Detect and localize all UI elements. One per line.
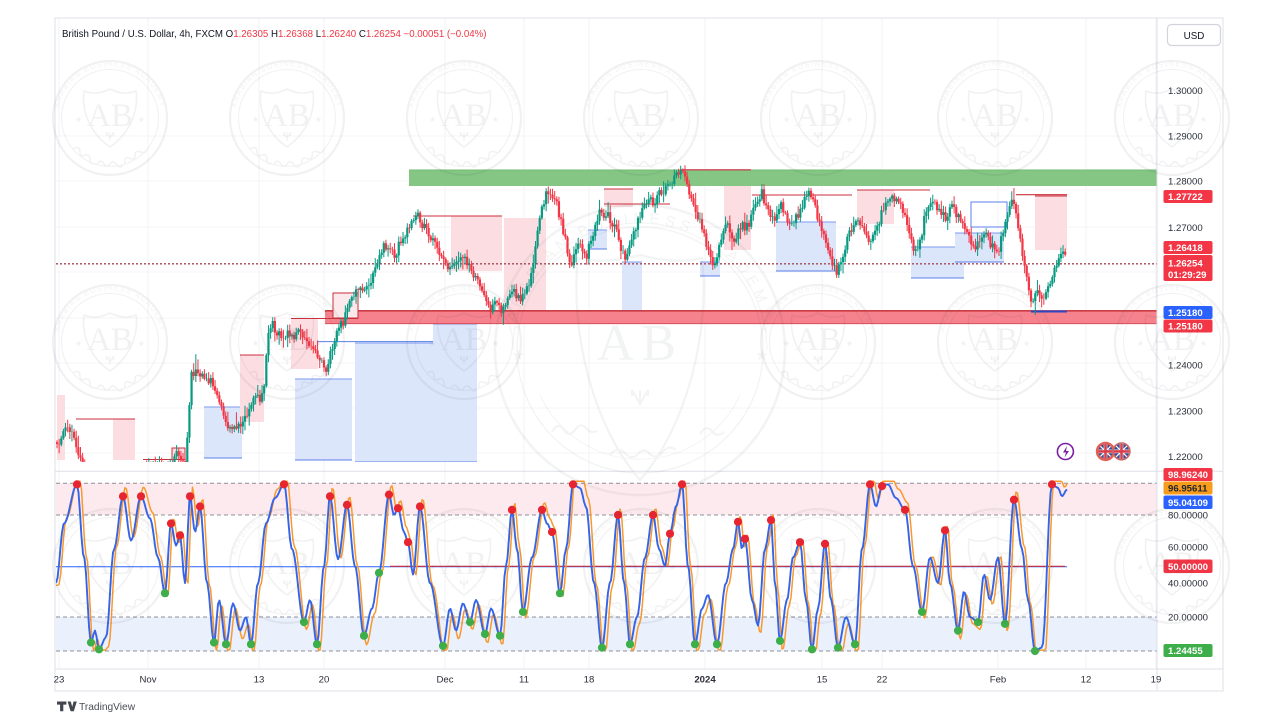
svg-text:18: 18: [584, 675, 595, 686]
svg-text:11: 11: [519, 675, 529, 686]
svg-text:British Pound / U.S. Dollar, 4: British Pound / U.S. Dollar, 4h, FXCM O1…: [62, 29, 487, 40]
svg-text:1.26254: 1.26254: [1168, 259, 1203, 270]
svg-text:12: 12: [1081, 675, 1092, 686]
svg-text:TradingView: TradingView: [79, 702, 136, 713]
svg-text:95.04109: 95.04109: [1168, 498, 1208, 509]
svg-text:96.95611: 96.95611: [1168, 484, 1208, 495]
svg-text:Feb: Feb: [990, 675, 1007, 686]
svg-text:19: 19: [1151, 675, 1162, 686]
svg-text:Dec: Dec: [436, 675, 453, 686]
svg-text:1.24000: 1.24000: [1168, 361, 1203, 372]
svg-text:13: 13: [254, 675, 265, 686]
svg-text:1.23000: 1.23000: [1168, 407, 1203, 418]
svg-text:20: 20: [319, 675, 330, 686]
svg-text:USD: USD: [1184, 31, 1205, 42]
svg-text:1.22000: 1.22000: [1168, 452, 1203, 463]
svg-text:40.00000: 40.00000: [1168, 579, 1208, 590]
svg-text:15: 15: [817, 675, 828, 686]
svg-text:20.00000: 20.00000: [1168, 613, 1208, 624]
svg-text:1.27000: 1.27000: [1168, 223, 1203, 234]
svg-text:98.96240: 98.96240: [1168, 470, 1208, 481]
svg-text:2024: 2024: [694, 675, 716, 686]
svg-text:22: 22: [877, 675, 888, 686]
svg-text:1.25180: 1.25180: [1168, 308, 1203, 319]
svg-text:1.30000: 1.30000: [1168, 86, 1203, 97]
svg-text:80.00000: 80.00000: [1168, 511, 1208, 522]
svg-text:1.24455: 1.24455: [1168, 646, 1203, 657]
svg-text:Nov: Nov: [139, 675, 156, 686]
svg-text:1.29000: 1.29000: [1168, 132, 1203, 143]
svg-text:01:29:29: 01:29:29: [1168, 270, 1206, 281]
svg-text:1.27722: 1.27722: [1168, 192, 1203, 203]
svg-text:1.28000: 1.28000: [1168, 177, 1203, 188]
svg-text:23: 23: [54, 675, 65, 686]
svg-text:1.26418: 1.26418: [1168, 243, 1203, 254]
